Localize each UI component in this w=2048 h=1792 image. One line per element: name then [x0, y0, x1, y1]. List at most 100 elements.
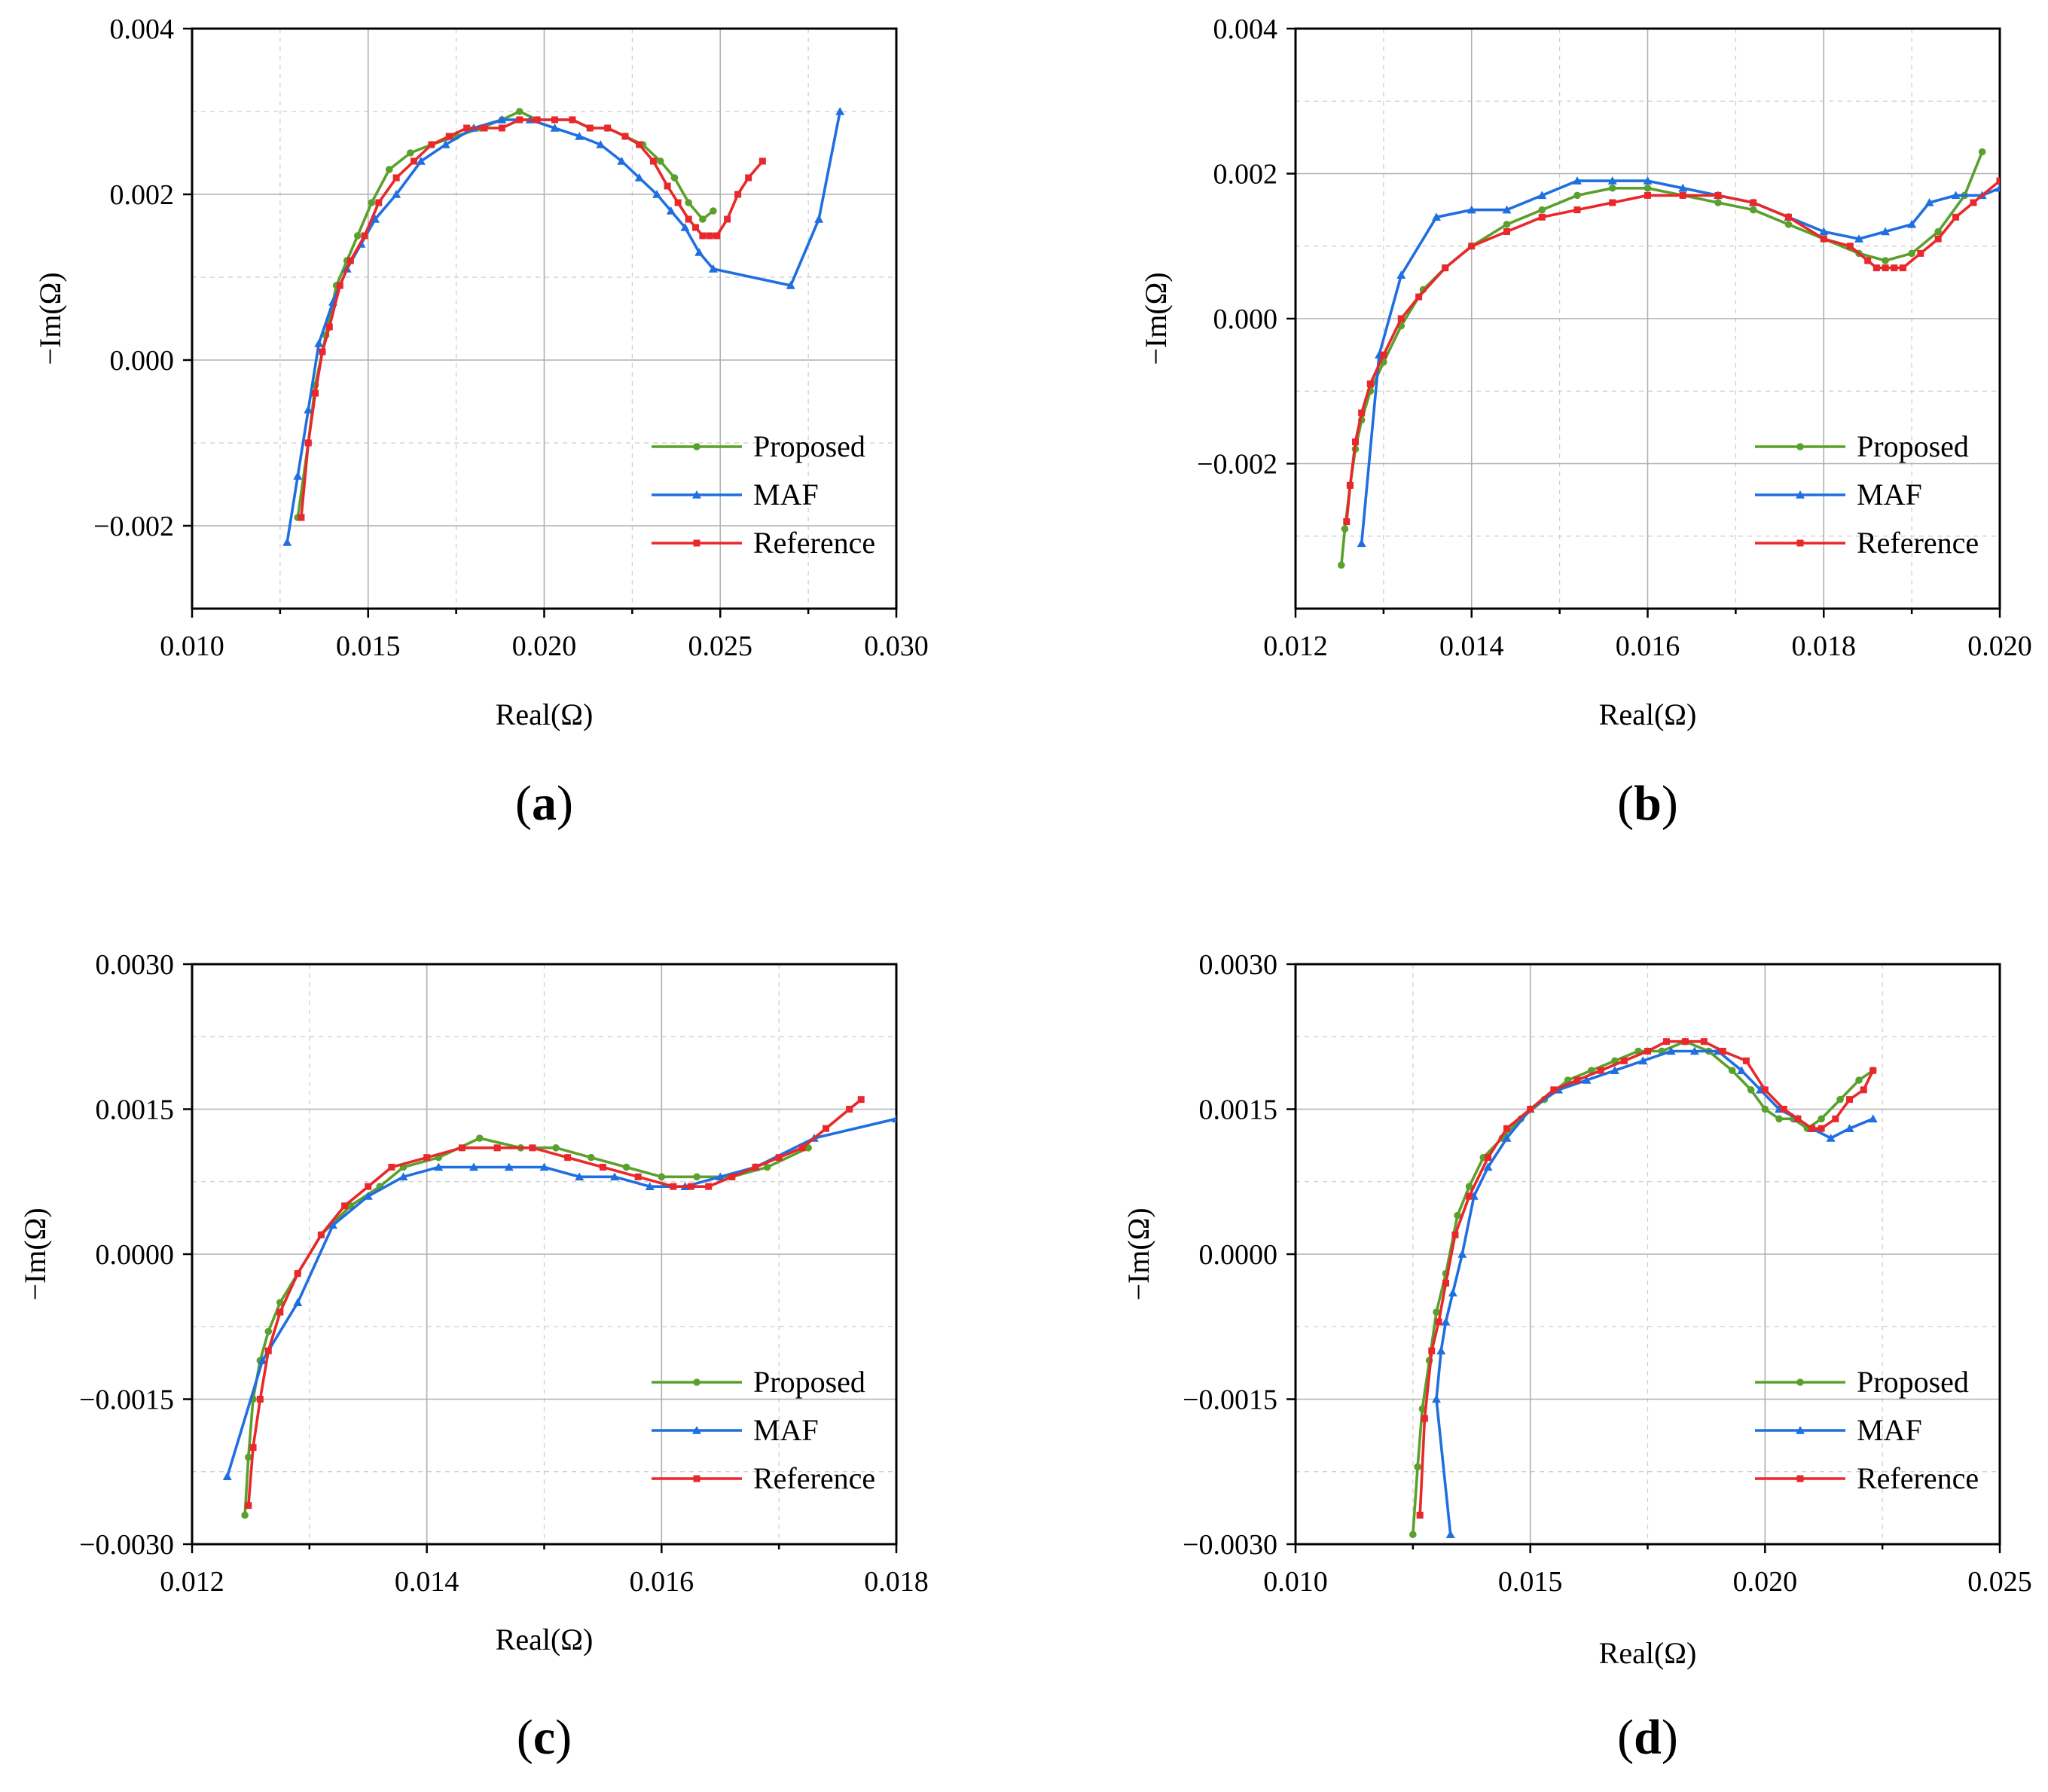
data-point-proposed: [1714, 199, 1722, 206]
data-point-reference: [317, 1231, 325, 1238]
data-point-reference: [745, 174, 752, 182]
data-point-maf: [314, 339, 324, 347]
data-point-maf: [814, 215, 824, 223]
data-point-maf: [1467, 205, 1476, 214]
legend-label-proposed: Proposed: [1857, 429, 1969, 463]
x-tick-label: 0.014: [395, 1566, 459, 1598]
x-axis-label: Real(Ω): [1599, 1636, 1697, 1670]
data-point-maf: [1689, 1046, 1699, 1055]
series-line-proposed: [243, 1137, 810, 1517]
data-point-proposed: [1608, 184, 1616, 192]
x-tick-label: 0.015: [1498, 1566, 1563, 1598]
y-axis-label: −Im(Ω): [18, 1207, 52, 1300]
data-point-reference: [428, 141, 435, 148]
legend: Proposed MAF Reference: [652, 429, 875, 560]
data-point-proposed: [353, 232, 362, 240]
data-point-proposed: [1855, 1076, 1863, 1084]
data-point-proposed: [656, 157, 664, 165]
legend-marker-reference: [693, 1475, 700, 1482]
data-point-reference: [1435, 1318, 1442, 1326]
data-point-reference: [249, 1444, 257, 1452]
data-point-maf: [304, 405, 313, 414]
legend-marker-proposed: [1796, 443, 1804, 450]
y-axis-label: −Im(Ω): [1139, 272, 1173, 365]
legend-marker-maf: [1796, 1426, 1805, 1434]
data-point-proposed: [1747, 1086, 1755, 1094]
x-tick-label: 0.025: [688, 630, 753, 662]
data-point-maf: [1610, 1066, 1619, 1074]
x-tick-label: 0.025: [1967, 1566, 2032, 1598]
chart-panel-a: 0.010 0.015 0.020 0.025 0.030 −0.002 0.000 0.00…: [33, 14, 929, 831]
legend-marker-maf: [1796, 490, 1805, 499]
data-point-reference: [604, 124, 612, 132]
data-point-maf: [1432, 1394, 1441, 1403]
series-reference: [1343, 177, 2000, 525]
data-point-reference: [533, 116, 541, 124]
data-point-maf: [1924, 198, 1934, 206]
data-point-maf: [1643, 176, 1653, 185]
data-point-reference: [1442, 1280, 1449, 1287]
legend-item-proposed: Proposed: [652, 429, 865, 463]
series-group: [222, 1096, 896, 1519]
data-point-reference: [1818, 1125, 1825, 1132]
data-point-reference: [1397, 315, 1405, 322]
data-point-reference: [1415, 293, 1423, 301]
data-point-reference: [1714, 191, 1722, 199]
data-point-reference: [713, 232, 721, 240]
data-point-maf: [1537, 191, 1547, 200]
data-point-proposed: [699, 215, 707, 223]
data-point-proposed: [1644, 184, 1652, 192]
data-point-reference: [1882, 264, 1889, 272]
y-axis-label: −Im(Ω): [33, 272, 67, 365]
data-point-proposed: [407, 149, 414, 157]
data-point-maf: [1678, 183, 1688, 192]
data-point-reference: [1442, 264, 1449, 272]
data-point-proposed: [1433, 1308, 1440, 1316]
data-point-reference: [724, 215, 731, 223]
chart-panel-c: 0.012 0.014 0.016 0.018 −0.0030 −0.0015 0.0000…: [18, 949, 929, 1765]
data-point-maf: [1826, 1134, 1836, 1142]
data-point-reference: [498, 124, 505, 132]
panel-label-open-paren: (: [515, 776, 532, 831]
data-point-reference: [361, 232, 368, 240]
y-tick-label: −0.0015: [79, 1384, 174, 1416]
data-point-maf: [1457, 1250, 1467, 1258]
legend-item-reference: Reference: [1755, 1461, 1979, 1495]
data-point-reference: [1794, 1115, 1802, 1122]
x-tick-label: 0.018: [864, 1566, 929, 1598]
data-point-reference: [458, 1144, 465, 1152]
data-point-proposed: [1818, 1115, 1825, 1123]
panel-label: (a): [515, 776, 573, 831]
data-point-reference: [823, 1125, 829, 1132]
data-point-proposed: [710, 207, 717, 215]
data-point-maf: [1868, 1114, 1878, 1123]
data-point-reference: [1644, 191, 1651, 199]
data-point-reference: [346, 257, 354, 264]
data-point-reference: [857, 1096, 865, 1104]
data-point-reference: [1550, 1086, 1558, 1094]
data-point-reference: [245, 1502, 252, 1510]
panel-label: (b): [1617, 776, 1678, 831]
data-point-proposed: [622, 1163, 630, 1171]
y-tick-label: 0.0030: [96, 949, 175, 981]
y-tick-label: 0.0000: [96, 1239, 175, 1271]
data-point-proposed: [1573, 191, 1581, 200]
legend-marker-reference: [1796, 539, 1804, 547]
legend-marker-reference: [693, 539, 700, 547]
panel-label-close-paren: ): [555, 1710, 572, 1765]
legend-label-maf: MAF: [1857, 478, 1922, 511]
data-point-reference: [1750, 199, 1757, 206]
legend-marker-reference: [1796, 1475, 1804, 1482]
data-point-maf: [1907, 219, 1917, 228]
data-point-reference: [516, 116, 523, 124]
data-point-reference: [1573, 1076, 1581, 1084]
panel-label-open-paren: (: [1617, 1710, 1634, 1765]
data-point-proposed: [1341, 525, 1349, 533]
data-point-reference: [1421, 1415, 1428, 1422]
data-point-proposed: [515, 108, 523, 115]
y-tick-label: 0.002: [1213, 159, 1278, 191]
data-point-proposed: [1761, 1105, 1769, 1113]
data-point-reference: [1860, 1086, 1867, 1094]
data-point-proposed: [1728, 1067, 1736, 1074]
data-point-reference: [758, 157, 766, 165]
